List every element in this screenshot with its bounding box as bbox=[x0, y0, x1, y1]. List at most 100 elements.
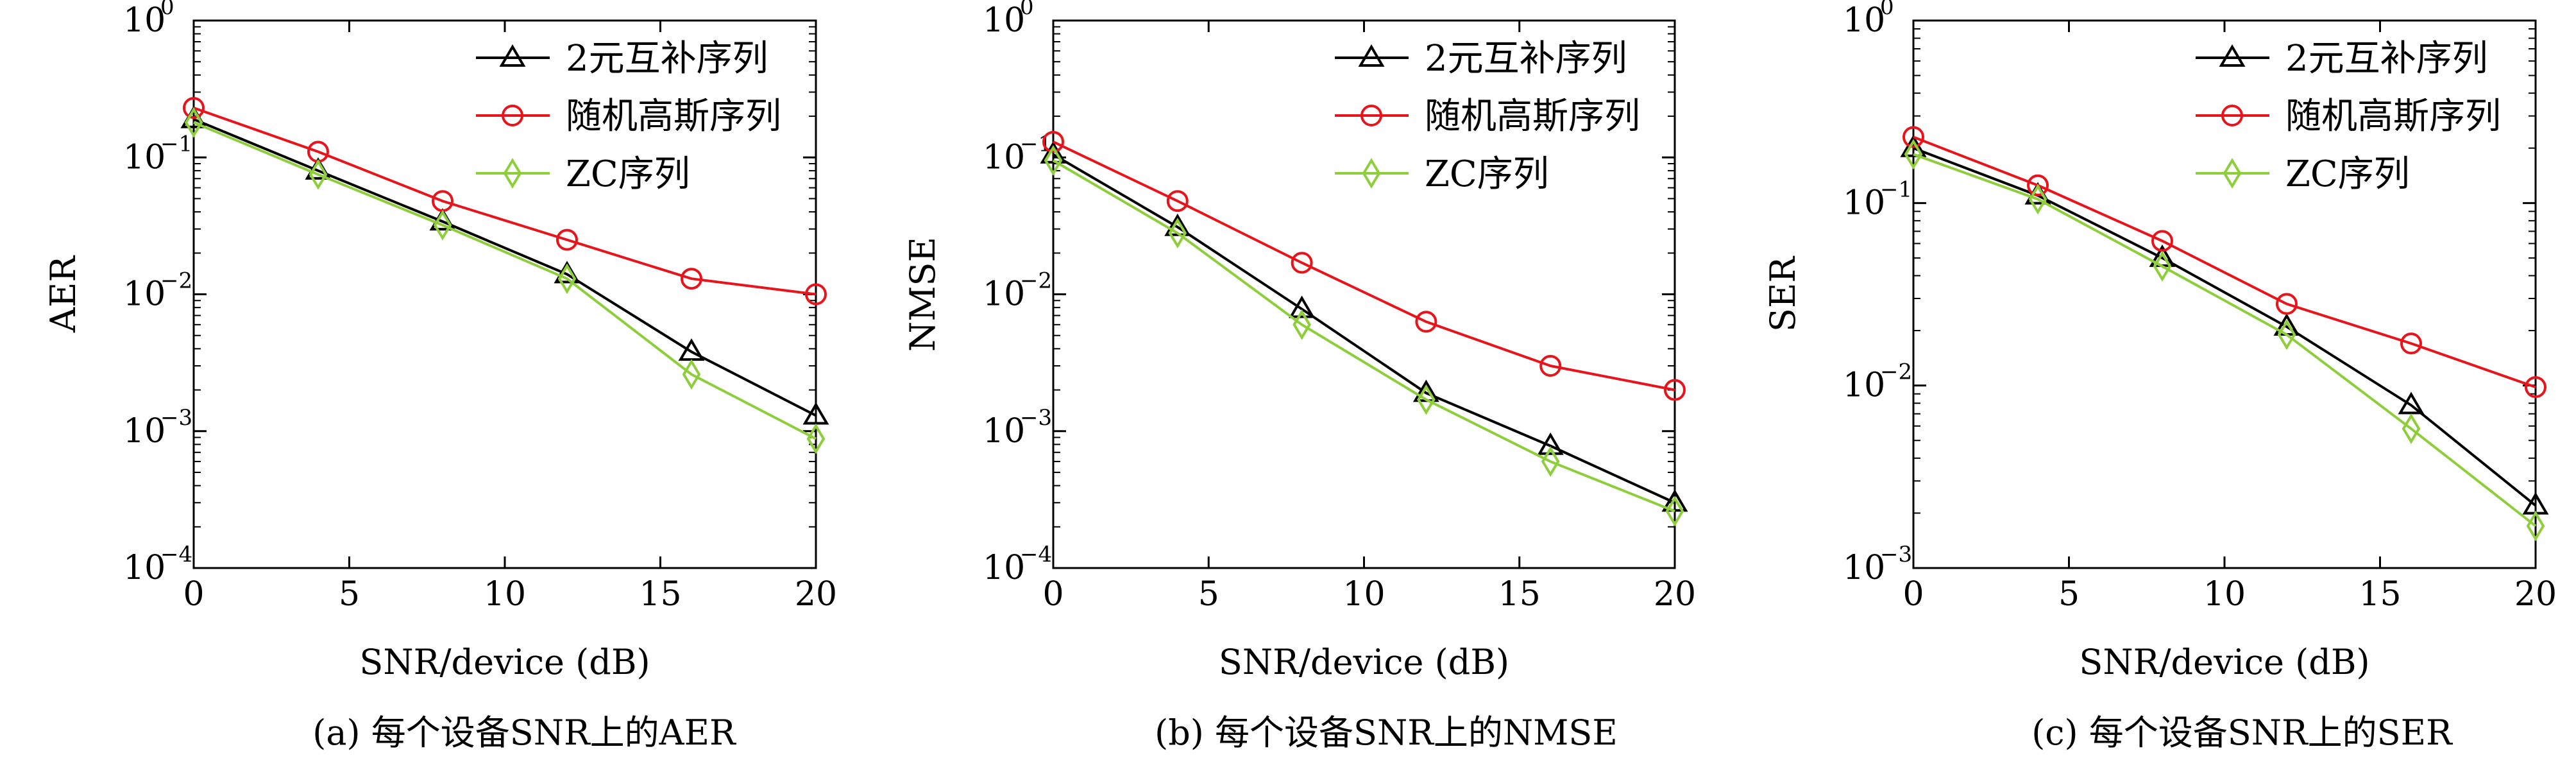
y-tick-label: 100 bbox=[123, 0, 174, 40]
subplot-caption: (c) 每个设备SNR上的SER bbox=[2031, 712, 2453, 753]
data-point-triangle bbox=[1900, 134, 1927, 157]
y-tick-label-base: 10 bbox=[983, 1, 1025, 40]
data-point-circle bbox=[2151, 230, 2173, 252]
y-tick-label-exponent: −4 bbox=[1020, 542, 1052, 567]
x-tick-label: 0 bbox=[183, 575, 204, 614]
y-tick-label: 10−2 bbox=[1843, 359, 1912, 405]
y-tick-label: 10−4 bbox=[123, 542, 192, 587]
y-tick-label: 10−2 bbox=[123, 268, 192, 314]
x-tick-label: 10 bbox=[484, 575, 526, 614]
series-line bbox=[1913, 146, 2537, 507]
series-line bbox=[193, 117, 817, 417]
x-tick-label: 10 bbox=[2203, 575, 2246, 614]
legend-item: 随机高斯序列 bbox=[476, 96, 781, 137]
data-point-circle bbox=[2276, 293, 2298, 315]
y-tick-label: 10−1 bbox=[1843, 177, 1912, 222]
y-tick-label-base: 10 bbox=[123, 412, 165, 451]
data-point-diamond bbox=[433, 209, 452, 241]
data-point-circle bbox=[556, 228, 578, 251]
data-point-diamond bbox=[2277, 319, 2296, 350]
x-tick-label: 20 bbox=[2514, 575, 2557, 614]
x-axis-label: SNR/device (dB) bbox=[1219, 642, 1509, 682]
y-tick-label-exponent: 0 bbox=[1020, 0, 1034, 20]
legend-item: 2元互补序列 bbox=[2196, 38, 2488, 80]
data-point-diamond bbox=[2402, 413, 2421, 444]
data-point-diamond bbox=[1665, 496, 1684, 527]
legend-label: 随机高斯序列 bbox=[1425, 96, 1640, 137]
data-point-triangle bbox=[1537, 432, 1564, 455]
series-line bbox=[1052, 153, 1675, 504]
y-axis-label: AER bbox=[43, 255, 83, 333]
y-tick-label-base: 10 bbox=[983, 138, 1025, 177]
legend-label: 2元互补序列 bbox=[2285, 38, 2488, 80]
data-point-circle bbox=[1902, 126, 1924, 148]
data-point-circle bbox=[1415, 311, 1437, 333]
data-point-circle bbox=[2400, 332, 2422, 355]
y-tick-label-exponent: −3 bbox=[1880, 542, 1912, 567]
x-tick-label: 15 bbox=[2359, 575, 2401, 614]
x-tick-label: 20 bbox=[795, 575, 837, 614]
series-line bbox=[193, 107, 817, 296]
data-point-circle bbox=[1166, 190, 1189, 212]
y-tick-label: 10−4 bbox=[983, 542, 1052, 587]
y-tick-label: 10−1 bbox=[123, 131, 192, 177]
x-axis-label: SNR/device (dB) bbox=[359, 642, 650, 682]
data-point-triangle bbox=[802, 402, 829, 425]
y-tick-label: 10−3 bbox=[983, 405, 1052, 451]
data-point-circle bbox=[1664, 379, 1686, 401]
y-tick-label: 10−3 bbox=[123, 405, 192, 451]
data-point-triangle bbox=[1040, 141, 1067, 164]
legend-item: ZC序列 bbox=[2196, 153, 2410, 195]
data-point-diamond bbox=[309, 159, 328, 190]
series-circle bbox=[1902, 126, 2546, 399]
y-tick-label-base: 10 bbox=[123, 1, 165, 40]
series-triangle bbox=[180, 105, 829, 425]
y-tick-label: 10−3 bbox=[1843, 542, 1912, 587]
series-triangle bbox=[1900, 134, 2549, 515]
y-tick-label-exponent: −2 bbox=[160, 268, 192, 294]
legend-marker-triangle bbox=[1358, 44, 1385, 67]
data-point-circle bbox=[183, 97, 205, 119]
legend-item: 随机高斯序列 bbox=[2196, 96, 2501, 137]
legend-marker-triangle bbox=[499, 44, 526, 67]
data-point-diamond bbox=[2153, 251, 2172, 282]
data-point-circle bbox=[2027, 174, 2049, 196]
x-tick-label: 10 bbox=[1343, 575, 1385, 614]
y-tick-label: 100 bbox=[983, 0, 1034, 40]
y-tick-label-base: 10 bbox=[1843, 549, 1885, 587]
legend-label: 2元互补序列 bbox=[566, 38, 768, 80]
series-diamond bbox=[1904, 139, 2545, 542]
y-axis-label: NMSE bbox=[902, 237, 943, 352]
data-point-triangle bbox=[2398, 392, 2425, 415]
legend-label: 2元互补序列 bbox=[1425, 38, 1627, 80]
data-point-diamond bbox=[184, 107, 203, 138]
series-circle bbox=[1042, 130, 1686, 401]
legend-label: 随机高斯序列 bbox=[566, 96, 781, 137]
data-point-diamond bbox=[1904, 139, 1923, 170]
series-line bbox=[1052, 159, 1675, 513]
data-point-diamond bbox=[1541, 446, 1560, 477]
y-tick-label-exponent: 0 bbox=[1880, 0, 1894, 20]
legend-item: ZC序列 bbox=[476, 153, 690, 195]
y-tick-label: 10−1 bbox=[983, 131, 1052, 177]
y-tick-label-exponent: −2 bbox=[1880, 359, 1912, 385]
data-point-diamond bbox=[557, 263, 577, 295]
legend-marker-circle bbox=[502, 105, 523, 126]
series-line bbox=[1913, 153, 2537, 528]
legend-label: ZC序列 bbox=[566, 153, 690, 195]
y-tick-label: 100 bbox=[1843, 0, 1894, 40]
y-tick-label-base: 10 bbox=[123, 138, 165, 177]
series-line bbox=[1913, 135, 2536, 389]
legend-item: 随机高斯序列 bbox=[1335, 96, 1640, 137]
y-tick-label-base: 10 bbox=[1843, 184, 1885, 222]
y-tick-label-exponent: −3 bbox=[1020, 405, 1052, 431]
legend-item: 2元互补序列 bbox=[476, 38, 768, 80]
legend-marker-diamond bbox=[503, 158, 522, 189]
y-tick-label-base: 10 bbox=[1843, 1, 1885, 40]
x-tick-label: 0 bbox=[1042, 575, 1063, 614]
data-point-triangle bbox=[1164, 213, 1191, 236]
data-point-circle bbox=[1042, 130, 1064, 153]
